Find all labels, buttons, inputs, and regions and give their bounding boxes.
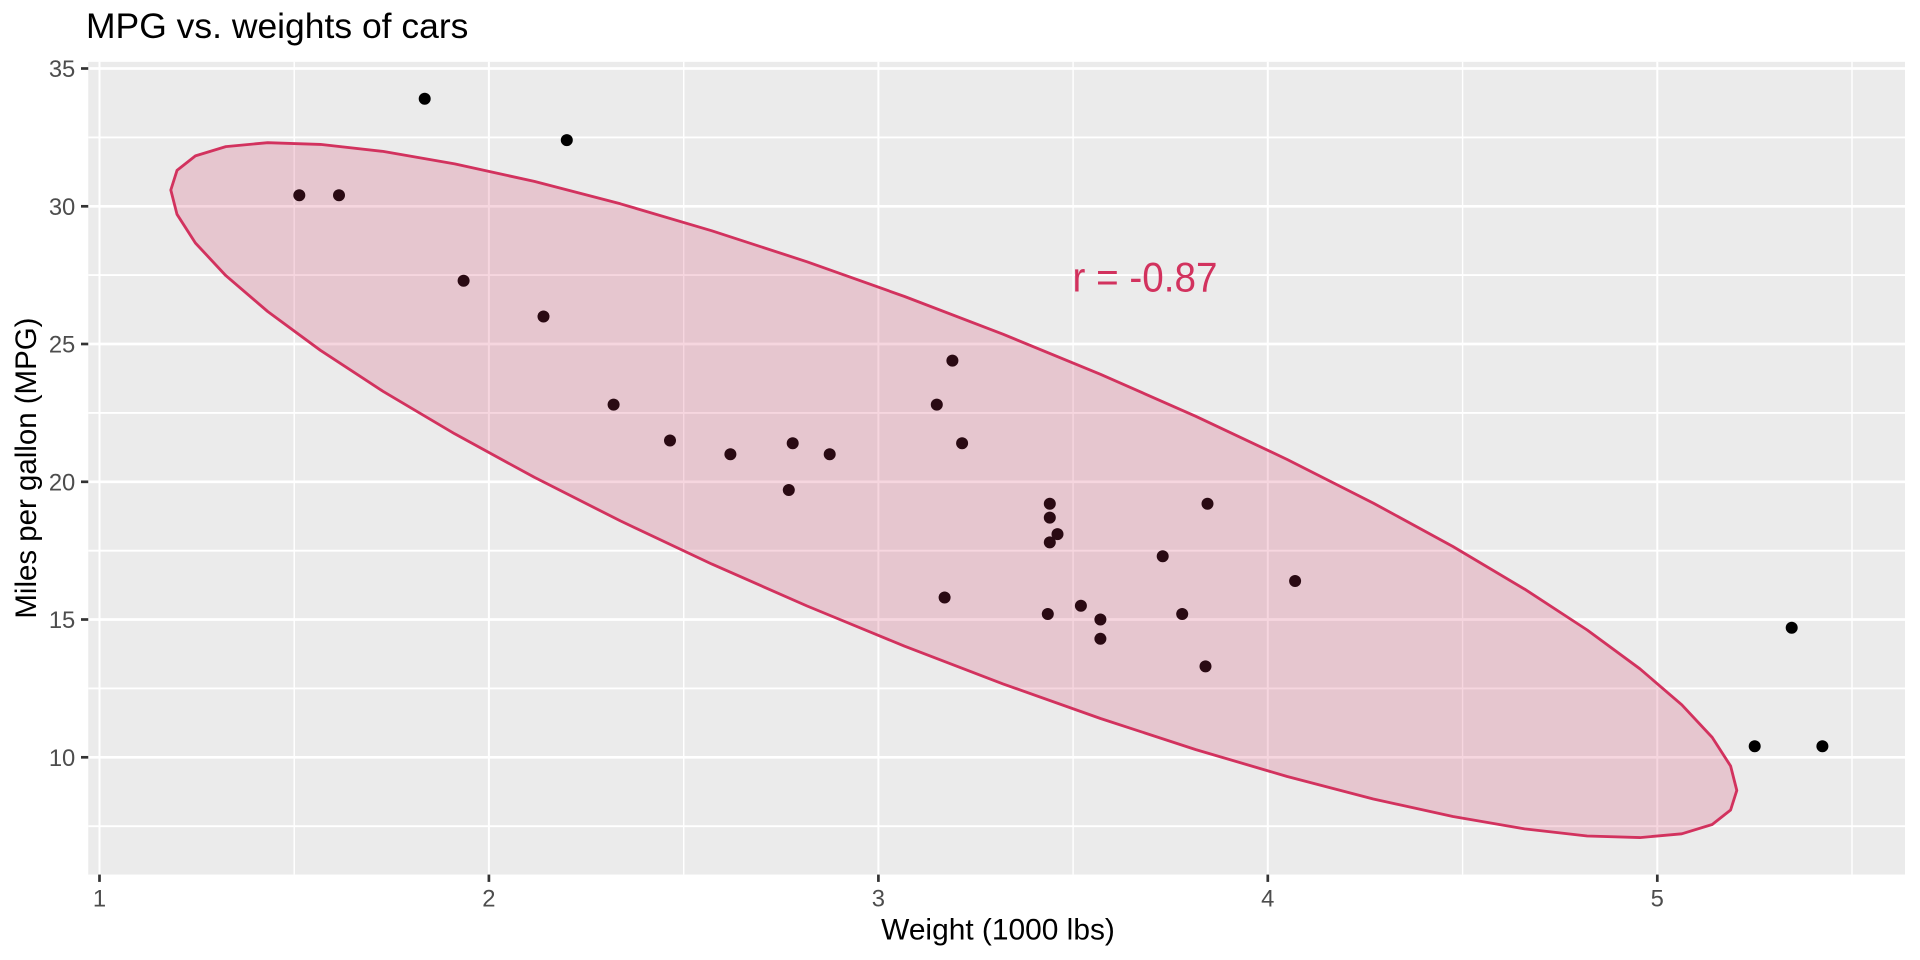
svg-text:Weight (1000 lbs): Weight (1000 lbs) xyxy=(881,914,1115,947)
svg-text:35: 35 xyxy=(49,56,75,83)
svg-text:1: 1 xyxy=(93,886,106,913)
svg-text:Miles per gallon (MPG): Miles per gallon (MPG) xyxy=(10,318,43,619)
svg-text:MPG vs. weights of cars: MPG vs. weights of cars xyxy=(86,6,468,46)
svg-text:4: 4 xyxy=(1261,886,1274,913)
svg-text:15: 15 xyxy=(49,607,75,634)
svg-text:25: 25 xyxy=(49,332,75,359)
svg-text:3: 3 xyxy=(872,886,885,913)
svg-text:2: 2 xyxy=(482,886,495,913)
svg-text:20: 20 xyxy=(49,469,75,496)
svg-text:r = -0.87: r = -0.87 xyxy=(1073,253,1218,300)
svg-text:5: 5 xyxy=(1651,886,1664,913)
svg-text:30: 30 xyxy=(49,194,75,221)
svg-text:10: 10 xyxy=(49,745,75,772)
